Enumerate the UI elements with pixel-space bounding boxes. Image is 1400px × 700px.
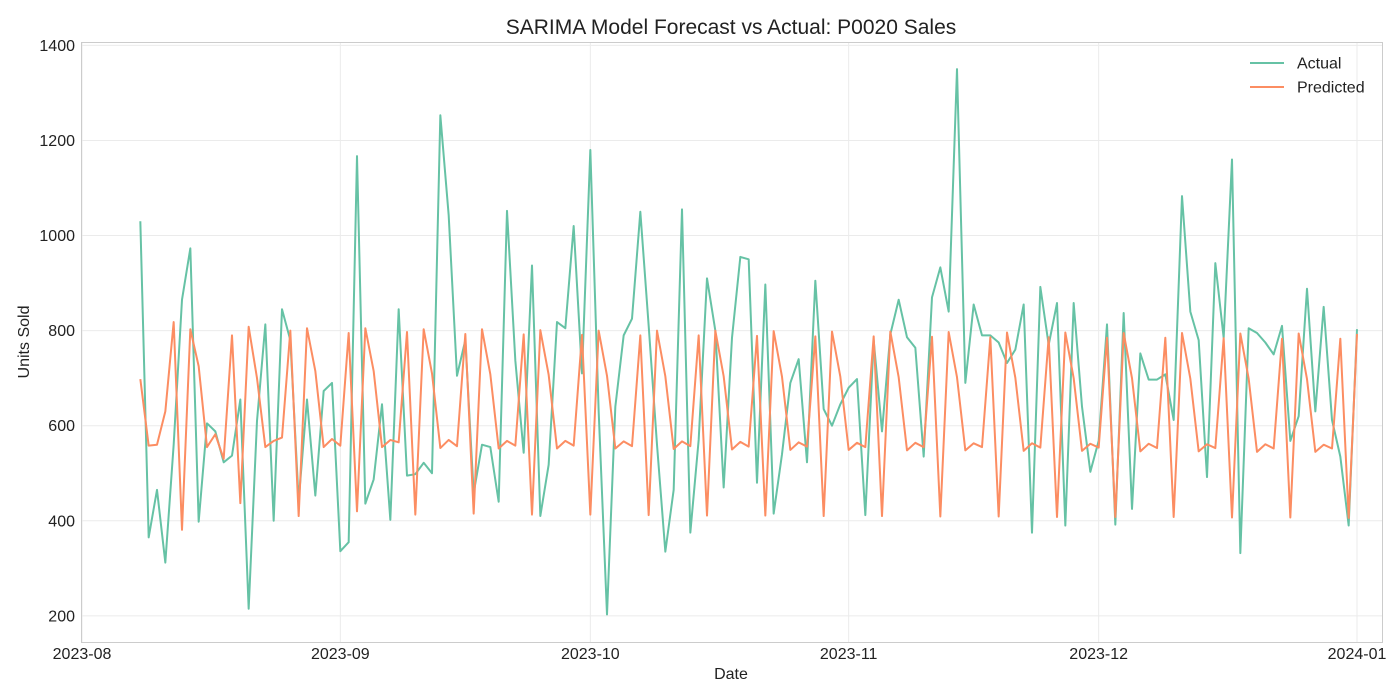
x-tick-label: 2024-01 xyxy=(1328,646,1387,663)
legend: Actual Predicted xyxy=(1250,56,1365,97)
x-tick-label: 2023-09 xyxy=(311,646,370,663)
series-line-actual xyxy=(139,68,1358,616)
y-axis-ticks: 200 400 600 800 1000 1200 1400 xyxy=(39,38,75,625)
y-tick-label: 200 xyxy=(48,608,75,625)
y-tick-label: 400 xyxy=(48,513,75,530)
y-axis-label: Units Sold xyxy=(16,306,33,379)
y-tick-label: 1200 xyxy=(39,133,75,150)
y-tick-label: 800 xyxy=(48,323,75,340)
legend-label-predicted: Predicted xyxy=(1297,80,1365,97)
plot-area-frame xyxy=(81,42,1383,643)
x-axis-ticks: 2023-08 2023-09 2023-10 2023-11 2023-12 2024-… xyxy=(53,646,1387,663)
legend-label-actual: Actual xyxy=(1297,56,1341,73)
x-tick-label: 2023-11 xyxy=(820,646,878,663)
series-group xyxy=(139,68,1358,616)
y-tick-label: 1000 xyxy=(39,228,75,245)
x-tick-label: 2023-12 xyxy=(1069,646,1128,663)
x-tick-label: 2023-08 xyxy=(53,646,112,663)
chart-title: SARIMA Model Forecast vs Actual: P0020 S… xyxy=(506,16,957,39)
x-tick-label: 2023-10 xyxy=(561,646,620,663)
series-line-predicted xyxy=(139,321,1358,531)
x-axis-label: Date xyxy=(714,666,748,683)
y-tick-label: 600 xyxy=(48,418,75,435)
y-tick-label: 1400 xyxy=(39,38,75,55)
